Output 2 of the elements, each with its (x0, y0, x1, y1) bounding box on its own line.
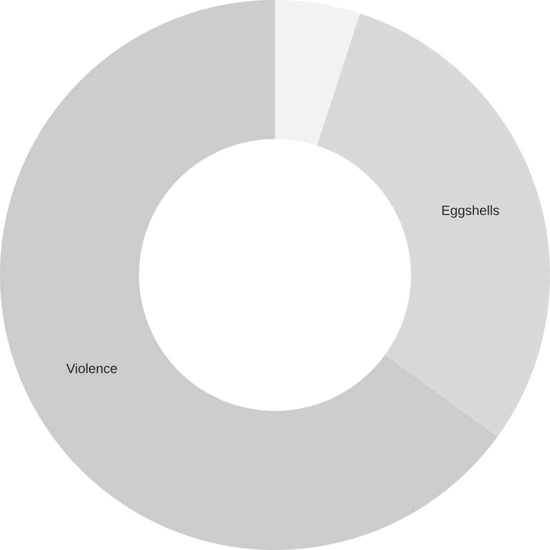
slice-label: Eggshells (442, 205, 500, 218)
slice-label: Violence (66, 363, 117, 374)
